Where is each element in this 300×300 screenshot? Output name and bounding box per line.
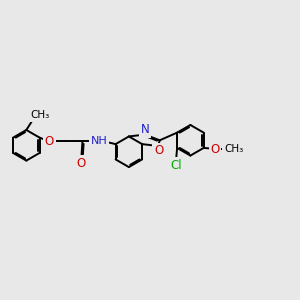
Text: O: O [210, 142, 220, 156]
Text: Cl: Cl [170, 159, 182, 172]
Text: NH: NH [91, 136, 108, 146]
Text: O: O [154, 144, 163, 157]
Text: CH₃: CH₃ [30, 110, 50, 120]
Text: CH₃: CH₃ [224, 144, 243, 154]
Text: O: O [45, 135, 54, 148]
Text: N: N [140, 123, 149, 136]
Text: O: O [76, 157, 85, 169]
